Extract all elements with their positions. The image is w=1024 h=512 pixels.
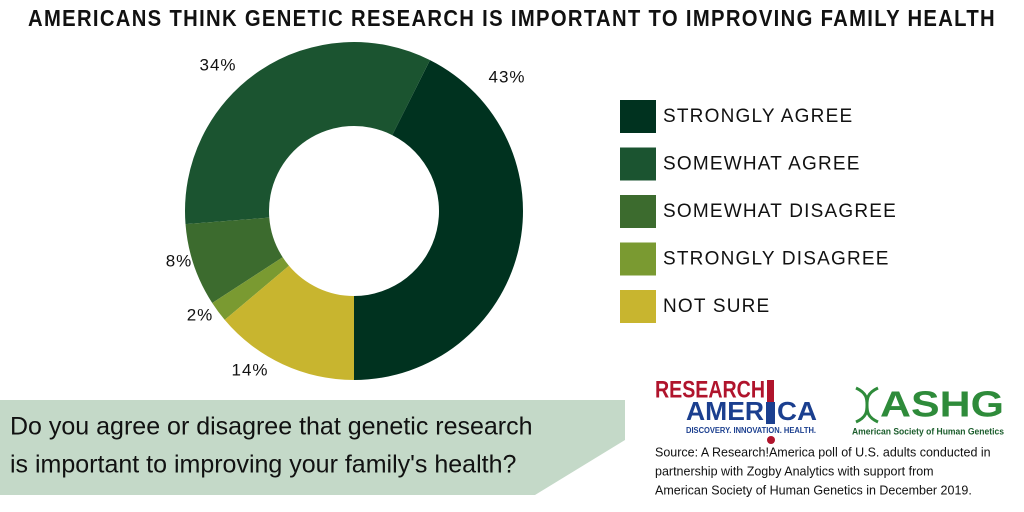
question-box — [0, 400, 625, 495]
data-label: 2% — [187, 305, 214, 324]
source-line: Source: A Research!America poll of U.S. … — [655, 445, 991, 459]
data-label: 8% — [166, 251, 193, 270]
logo-text: CA — [777, 396, 817, 426]
legend-label: STRONGLY AGREE — [663, 106, 853, 127]
data-label: 14% — [231, 360, 268, 379]
source-line: American Society of Human Genetics in De… — [655, 483, 972, 497]
legend-label: STRONGLY DISAGREE — [663, 249, 890, 270]
logo-tagline: DISCOVERY. INNOVATION. HEALTH. — [686, 426, 816, 435]
legend-label: SOMEWHAT DISAGREE — [663, 201, 897, 222]
logo-bar — [766, 402, 775, 424]
ashg-logo: ASHG American Society of Human Genetics — [852, 384, 1004, 437]
donut-segment — [212, 257, 289, 320]
question-line: is important to improving your family's … — [10, 451, 516, 479]
donut-segment — [184, 42, 431, 225]
legend-swatch — [620, 195, 656, 228]
legend-swatch — [620, 242, 656, 276]
logo-text: AMER — [686, 396, 764, 426]
donut-segment — [224, 265, 354, 380]
dna-icon — [855, 386, 879, 424]
legend-label: NOT SURE — [663, 296, 770, 317]
donut-segment — [185, 217, 283, 303]
legend-swatch — [620, 290, 656, 323]
donut-segment — [354, 60, 523, 380]
question-line: Do you agree or disagree that genetic re… — [10, 413, 533, 441]
legend-swatch — [620, 147, 656, 181]
logo-text: RESEARCH — [655, 376, 765, 403]
logo-text: ASHG — [880, 384, 1004, 425]
data-label: 34% — [199, 55, 236, 74]
legend-swatch — [620, 100, 656, 133]
logo-dot — [767, 436, 775, 444]
chart-title: AMERICANS THINK GENETIC RESEARCH IS IMPO… — [28, 5, 996, 31]
logo-subtitle: American Society of Human Genetics — [852, 426, 1004, 436]
logo-bar — [767, 380, 774, 404]
research-america-logo: RESEARCH AMER CA DISCOVERY. INNOVATION. … — [655, 376, 817, 444]
data-label: 43% — [488, 67, 525, 86]
source-line: partnership with Zogby Analytics with su… — [655, 464, 934, 478]
legend-label: SOMEWHAT AGREE — [663, 154, 861, 175]
